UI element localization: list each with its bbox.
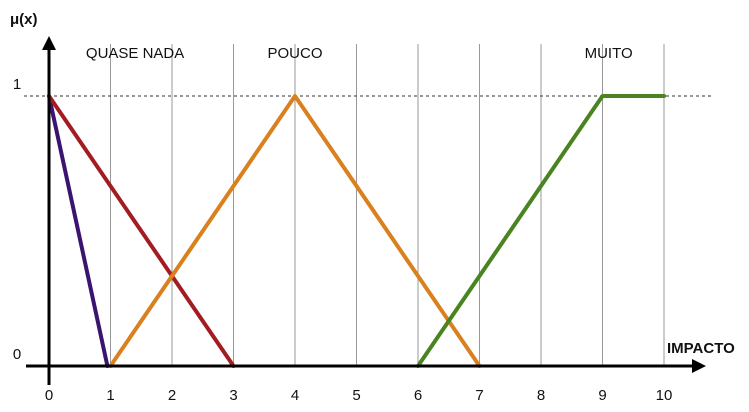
series-line-2 bbox=[47, 94, 236, 368]
x-axis-arrowhead bbox=[692, 359, 706, 373]
series-line-4 bbox=[416, 94, 666, 368]
x-tick-label-7: 7 bbox=[475, 387, 483, 404]
x-tick-label-3: 3 bbox=[229, 387, 237, 404]
y-tick-label-1: 1 bbox=[13, 76, 21, 93]
series-line-1 bbox=[47, 94, 110, 368]
x-tick-label-1: 1 bbox=[106, 387, 114, 404]
y-tick-label-0: 0 bbox=[13, 346, 21, 363]
x-tick-label-4: 4 bbox=[291, 387, 299, 404]
x-tick-label-5: 5 bbox=[352, 387, 360, 404]
x-tick-label-8: 8 bbox=[537, 387, 545, 404]
x-tick-label-9: 9 bbox=[598, 387, 606, 404]
x-tick-label-6: 6 bbox=[414, 387, 422, 404]
series-line-3 bbox=[108, 94, 482, 368]
series-group bbox=[47, 94, 666, 368]
x-axis-title: IMPACTO bbox=[667, 340, 735, 357]
set-label-3: MUITO bbox=[585, 45, 633, 62]
fuzzy-set-labels: QUASE NADA POUCO MUITO bbox=[86, 45, 633, 62]
x-tick-label-10: 10 bbox=[656, 387, 673, 404]
y-tick-labels: 01 bbox=[13, 76, 21, 363]
y-axis-arrowhead bbox=[42, 36, 56, 50]
y-axis-title: μ(x) bbox=[10, 11, 38, 28]
x-tick-labels: 0 1 2 3 4 5 6 7 8 9 10 bbox=[45, 387, 673, 404]
x-tick-label-0: 0 bbox=[45, 387, 53, 404]
x-tick-label-2: 2 bbox=[168, 387, 176, 404]
set-label-1: QUASE NADA bbox=[86, 45, 184, 62]
vertical-gridlines bbox=[110, 44, 665, 366]
set-label-2: POUCO bbox=[267, 45, 322, 62]
